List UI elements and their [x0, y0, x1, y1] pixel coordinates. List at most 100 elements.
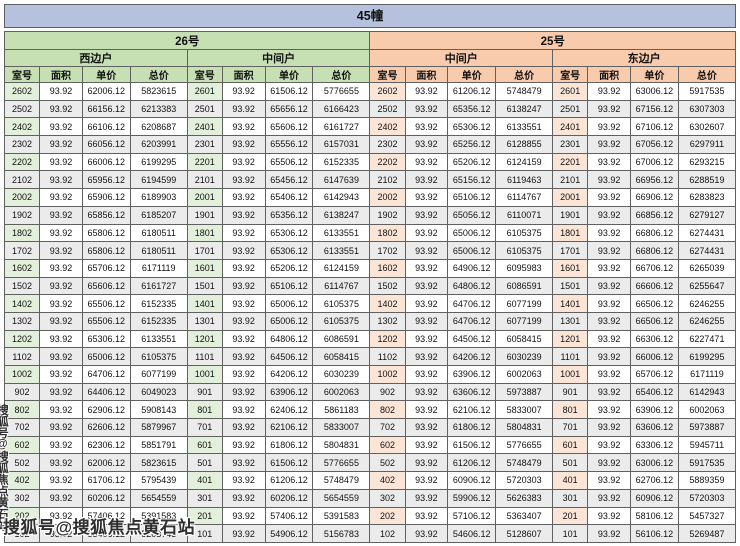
- watermark-horizontal: 搜狐号@搜狐焦点黄石站: [3, 518, 196, 537]
- data-cell: 93.92: [404, 117, 449, 137]
- data-cell: 6194599: [129, 170, 188, 190]
- data-cell: 93.92: [39, 117, 83, 137]
- data-cell: 93.92: [39, 188, 83, 207]
- table-row: 802 93.92 62906.12 5908143 801 93.92 62406.12 5…: [3, 400, 737, 420]
- room-cell: 1901: [552, 205, 589, 225]
- data-cell: 5795439: [129, 471, 188, 490]
- data-cell: 6307303: [677, 99, 737, 119]
- data-cell: 93.92: [587, 294, 631, 313]
- room-cell: 2101: [552, 170, 589, 190]
- room-cell: 1602: [3, 258, 41, 278]
- data-cell: 57106.12: [447, 506, 497, 526]
- data-cell: 5269487: [677, 524, 737, 543]
- data-cell: 93.92: [587, 347, 631, 366]
- data-cell: 66006.12: [629, 347, 679, 366]
- watermark-vertical: 搜狐号@搜狐焦点黄石站: [0, 404, 8, 531]
- data-cell: 93.92: [404, 152, 449, 172]
- data-cell: 93.92: [39, 347, 83, 366]
- table-row: 2602 93.92 62006.12 5823615 2601 93.92 61506.1…: [3, 82, 737, 101]
- data-cell: 93.92: [221, 82, 266, 101]
- data-cell: 5804831: [495, 418, 554, 437]
- data-cell: 66056.12: [81, 135, 131, 154]
- column-header: 室号: [552, 66, 589, 83]
- data-cell: 93.92: [587, 365, 631, 384]
- data-cell: 63606.12: [629, 418, 679, 437]
- data-cell: 93.92: [221, 205, 266, 225]
- data-cell: 6199295: [129, 152, 188, 172]
- data-cell: 65456.12: [264, 170, 314, 190]
- data-cell: 63006.12: [629, 82, 679, 101]
- table-row: 402 93.92 61706.12 5795439 401 93.92 61206.12 5…: [3, 471, 737, 490]
- data-cell: 93.92: [221, 488, 266, 508]
- data-cell: 93.92: [39, 418, 83, 437]
- room-cell: 701: [552, 418, 589, 437]
- data-cell: 60206.12: [81, 488, 131, 508]
- room-cell: 2201: [186, 152, 223, 172]
- data-cell: 93.92: [587, 188, 631, 207]
- data-cell: 93.92: [221, 435, 266, 455]
- data-cell: 62306.12: [81, 435, 131, 455]
- data-cell: 5804831: [312, 435, 371, 455]
- table-row: 602 93.92 62306.12 5851791 601 93.92 61806.12 5…: [3, 435, 737, 455]
- data-cell: 65706.12: [81, 258, 131, 278]
- data-cell: 66706.12: [629, 258, 679, 278]
- data-cell: 63906.12: [447, 365, 497, 384]
- data-cell: 93.92: [404, 311, 449, 331]
- data-cell: 65306.12: [264, 223, 314, 243]
- data-cell: 93.92: [39, 382, 83, 402]
- data-cell: 65306.12: [264, 241, 314, 260]
- building-header-1: 26号: [3, 31, 371, 50]
- data-cell: 6199295: [677, 347, 737, 366]
- table-row: 702 93.92 62606.12 5879967 701 93.92 62106.12 5…: [3, 418, 737, 437]
- data-cell: 67156.12: [629, 99, 679, 119]
- data-cell: 5391583: [312, 506, 371, 526]
- room-cell: 2201: [552, 152, 589, 172]
- data-cell: 6002063: [312, 382, 371, 402]
- data-cell: 62006.12: [81, 453, 131, 473]
- data-cell: 93.92: [404, 170, 449, 190]
- room-cell: 2001: [552, 188, 589, 207]
- room-cell: 2301: [552, 135, 589, 154]
- data-cell: 62706.12: [629, 471, 679, 490]
- data-cell: 5908143: [129, 400, 188, 420]
- data-cell: 61206.12: [447, 453, 497, 473]
- data-cell: 60906.12: [447, 471, 497, 490]
- room-cell: 302: [3, 488, 41, 508]
- room-cell: 701: [186, 418, 223, 437]
- room-cell: 2202: [3, 152, 41, 172]
- data-cell: 66156.12: [81, 99, 131, 119]
- table-row: 202 93.92 57406.12 5391583 201 93.92 57406.12 5…: [3, 506, 737, 526]
- table-row: 1702 93.92 65806.12 6180511 1701 93.92 65306.1…: [3, 241, 737, 260]
- room-cell: 2502: [3, 99, 41, 119]
- data-cell: 6279127: [677, 205, 737, 225]
- column-header: 总价: [129, 66, 188, 83]
- table-row: 2102 93.92 65956.12 6194599 2101 93.92 65456.1…: [3, 170, 737, 190]
- room-cell: 1701: [186, 241, 223, 260]
- data-cell: 65406.12: [629, 382, 679, 402]
- room-cell: 1202: [369, 329, 406, 349]
- data-cell: 65106.12: [264, 276, 314, 296]
- data-cell: 67006.12: [629, 152, 679, 172]
- data-cell: 6283823: [677, 188, 737, 207]
- room-cell: 1201: [186, 329, 223, 349]
- data-cell: 5748479: [495, 453, 554, 473]
- table-row: 1302 93.92 65506.12 6152335 1301 93.92 65006.1…: [3, 311, 737, 331]
- room-cell: 2402: [369, 117, 406, 137]
- table-row: 1802 93.92 65806.12 6180511 1801 93.92 65306.1…: [3, 223, 737, 243]
- data-cell: 65956.12: [81, 170, 131, 190]
- data-cell: 65006.12: [447, 241, 497, 260]
- table-row: 1202 93.92 65306.12 6133551 1201 93.92 64806.1…: [3, 329, 737, 349]
- data-cell: 6265039: [677, 258, 737, 278]
- data-cell: 5776655: [312, 453, 371, 473]
- data-cell: 5889359: [677, 471, 737, 490]
- unit-header-2: 中间户: [186, 49, 371, 67]
- data-cell: 6293215: [677, 152, 737, 172]
- data-cell: 5776655: [495, 435, 554, 455]
- data-cell: 64706.12: [447, 294, 497, 313]
- room-cell: 1301: [552, 311, 589, 331]
- data-cell: 93.92: [587, 311, 631, 331]
- data-cell: 6077199: [495, 294, 554, 313]
- data-cell: 6105375: [129, 347, 188, 366]
- data-cell: 59906.12: [447, 488, 497, 508]
- data-cell: 5879967: [129, 418, 188, 437]
